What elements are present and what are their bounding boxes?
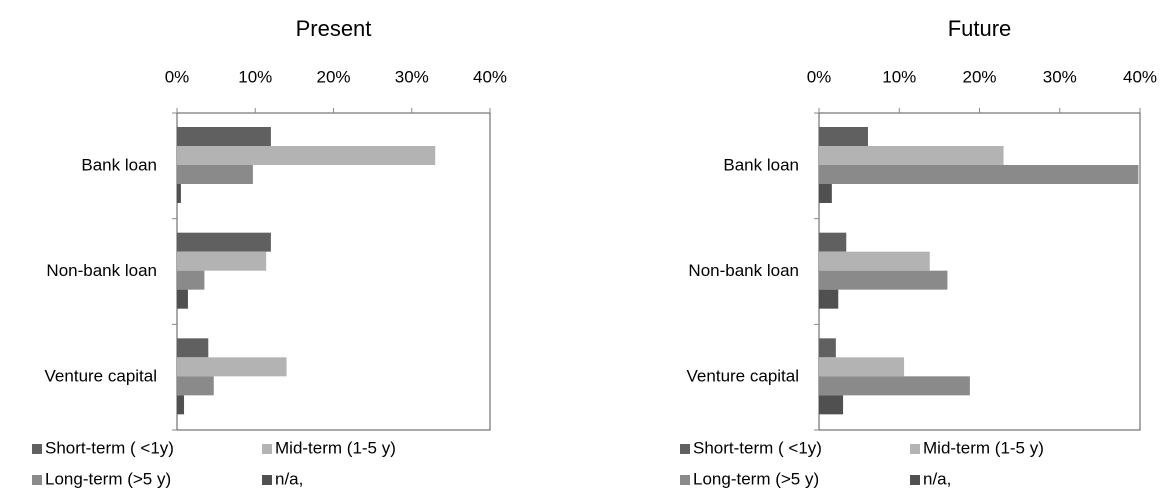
bar bbox=[177, 270, 205, 290]
legend-label: Mid-term (1-5 y) bbox=[275, 438, 396, 457]
y-tick-label: Non-bank loan bbox=[46, 261, 157, 280]
bar bbox=[177, 127, 271, 146]
x-tick-label: 30% bbox=[1043, 67, 1077, 86]
y-tick-label: Non-bank loan bbox=[688, 261, 799, 280]
bar bbox=[177, 146, 436, 165]
bar bbox=[819, 395, 844, 415]
legend-swatch bbox=[680, 444, 690, 454]
legend-swatch bbox=[262, 475, 272, 485]
x-tick-label: 20% bbox=[316, 67, 350, 86]
legend-label: Long-term (>5 y) bbox=[45, 469, 171, 488]
bar bbox=[177, 395, 185, 415]
x-tick-label: 30% bbox=[395, 67, 429, 86]
legend-swatch bbox=[910, 444, 920, 454]
bar bbox=[177, 338, 209, 358]
legend-label: n/a, bbox=[923, 469, 951, 488]
bar bbox=[819, 376, 970, 396]
legend-label: Mid-term (1-5 y) bbox=[923, 438, 1044, 457]
x-tick-label: 0% bbox=[165, 67, 190, 86]
y-tick-label: Venture capital bbox=[687, 367, 799, 386]
bar bbox=[819, 270, 948, 290]
legend-swatch bbox=[910, 475, 920, 485]
legend-label: Long-term (>5 y) bbox=[693, 469, 819, 488]
legend-swatch bbox=[680, 475, 690, 485]
bar bbox=[177, 184, 181, 203]
bar bbox=[819, 165, 1139, 184]
legend-swatch bbox=[32, 475, 42, 485]
bar bbox=[177, 165, 253, 184]
bar bbox=[177, 357, 287, 377]
y-tick-label: Bank loan bbox=[723, 155, 799, 174]
bar bbox=[819, 127, 868, 146]
x-tick-label: 20% bbox=[962, 67, 996, 86]
bar bbox=[177, 289, 188, 309]
x-tick-label: 0% bbox=[807, 67, 832, 86]
legend-label: n/a, bbox=[275, 469, 303, 488]
bar bbox=[819, 184, 832, 203]
bar bbox=[177, 232, 271, 252]
bar bbox=[177, 376, 214, 396]
legend-label: Short-term ( <1y) bbox=[693, 438, 822, 457]
legend-swatch bbox=[262, 444, 272, 454]
bar bbox=[819, 357, 905, 377]
y-tick-label: Bank loan bbox=[81, 155, 157, 174]
y-tick-label: Venture capital bbox=[45, 367, 157, 386]
bar bbox=[819, 232, 847, 252]
bar bbox=[819, 146, 1004, 165]
x-tick-label: 10% bbox=[238, 67, 272, 86]
legend-label: Short-term ( <1y) bbox=[45, 438, 174, 457]
bar bbox=[819, 338, 836, 358]
chart-title: Future bbox=[948, 16, 1012, 41]
x-tick-label: 10% bbox=[882, 67, 916, 86]
bar bbox=[819, 251, 930, 271]
bar bbox=[819, 289, 839, 309]
legend-swatch bbox=[32, 444, 42, 454]
x-tick-label: 40% bbox=[1123, 67, 1157, 86]
bar bbox=[177, 251, 267, 271]
x-tick-label: 40% bbox=[473, 67, 507, 86]
chart-title: Present bbox=[296, 16, 372, 41]
